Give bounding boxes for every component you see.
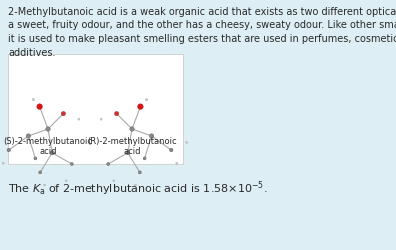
Circle shape — [37, 104, 42, 110]
Circle shape — [100, 119, 102, 121]
Circle shape — [44, 184, 46, 186]
Circle shape — [7, 148, 11, 152]
Circle shape — [143, 157, 146, 160]
Circle shape — [78, 119, 80, 121]
Circle shape — [113, 180, 115, 182]
Circle shape — [32, 99, 34, 101]
Circle shape — [134, 184, 136, 186]
Circle shape — [149, 134, 154, 139]
Circle shape — [2, 162, 4, 164]
Circle shape — [126, 151, 130, 155]
Circle shape — [114, 112, 119, 116]
Circle shape — [46, 127, 50, 132]
Circle shape — [61, 112, 65, 116]
Text: The $K_{\mathregular{a}}$ of 2-methylbutanoic acid is 1.58$\times$10$^{-5}$.: The $K_{\mathregular{a}}$ of 2-methylbut… — [8, 178, 267, 197]
Text: it is used to make pleasant smelling esters that are used in perfumes, cosmetics: it is used to make pleasant smelling est… — [8, 34, 396, 44]
Circle shape — [107, 163, 110, 166]
Circle shape — [26, 134, 30, 139]
Text: (R)-2-methylbutanoic
acid: (R)-2-methylbutanoic acid — [87, 136, 177, 156]
Circle shape — [186, 142, 188, 144]
Text: 2-Methylbutanoic acid is a weak organic acid that exists as two different optica: 2-Methylbutanoic acid is a weak organic … — [8, 7, 396, 17]
Circle shape — [70, 163, 73, 166]
FancyBboxPatch shape — [8, 55, 183, 164]
Circle shape — [39, 171, 42, 174]
Circle shape — [137, 104, 143, 110]
Circle shape — [138, 171, 141, 174]
Circle shape — [130, 127, 134, 132]
Text: (S)-2-methylbutanoic
acid: (S)-2-methylbutanoic acid — [4, 136, 93, 156]
Circle shape — [34, 157, 37, 160]
Circle shape — [145, 99, 148, 101]
Circle shape — [65, 180, 67, 182]
Text: additives.: additives. — [8, 47, 55, 57]
Circle shape — [169, 148, 173, 152]
Circle shape — [50, 151, 54, 155]
Text: a sweet, fruity odour, and the other has a cheesy, sweaty odour. Like other smal: a sweet, fruity odour, and the other has… — [8, 20, 396, 30]
Circle shape — [176, 162, 178, 164]
